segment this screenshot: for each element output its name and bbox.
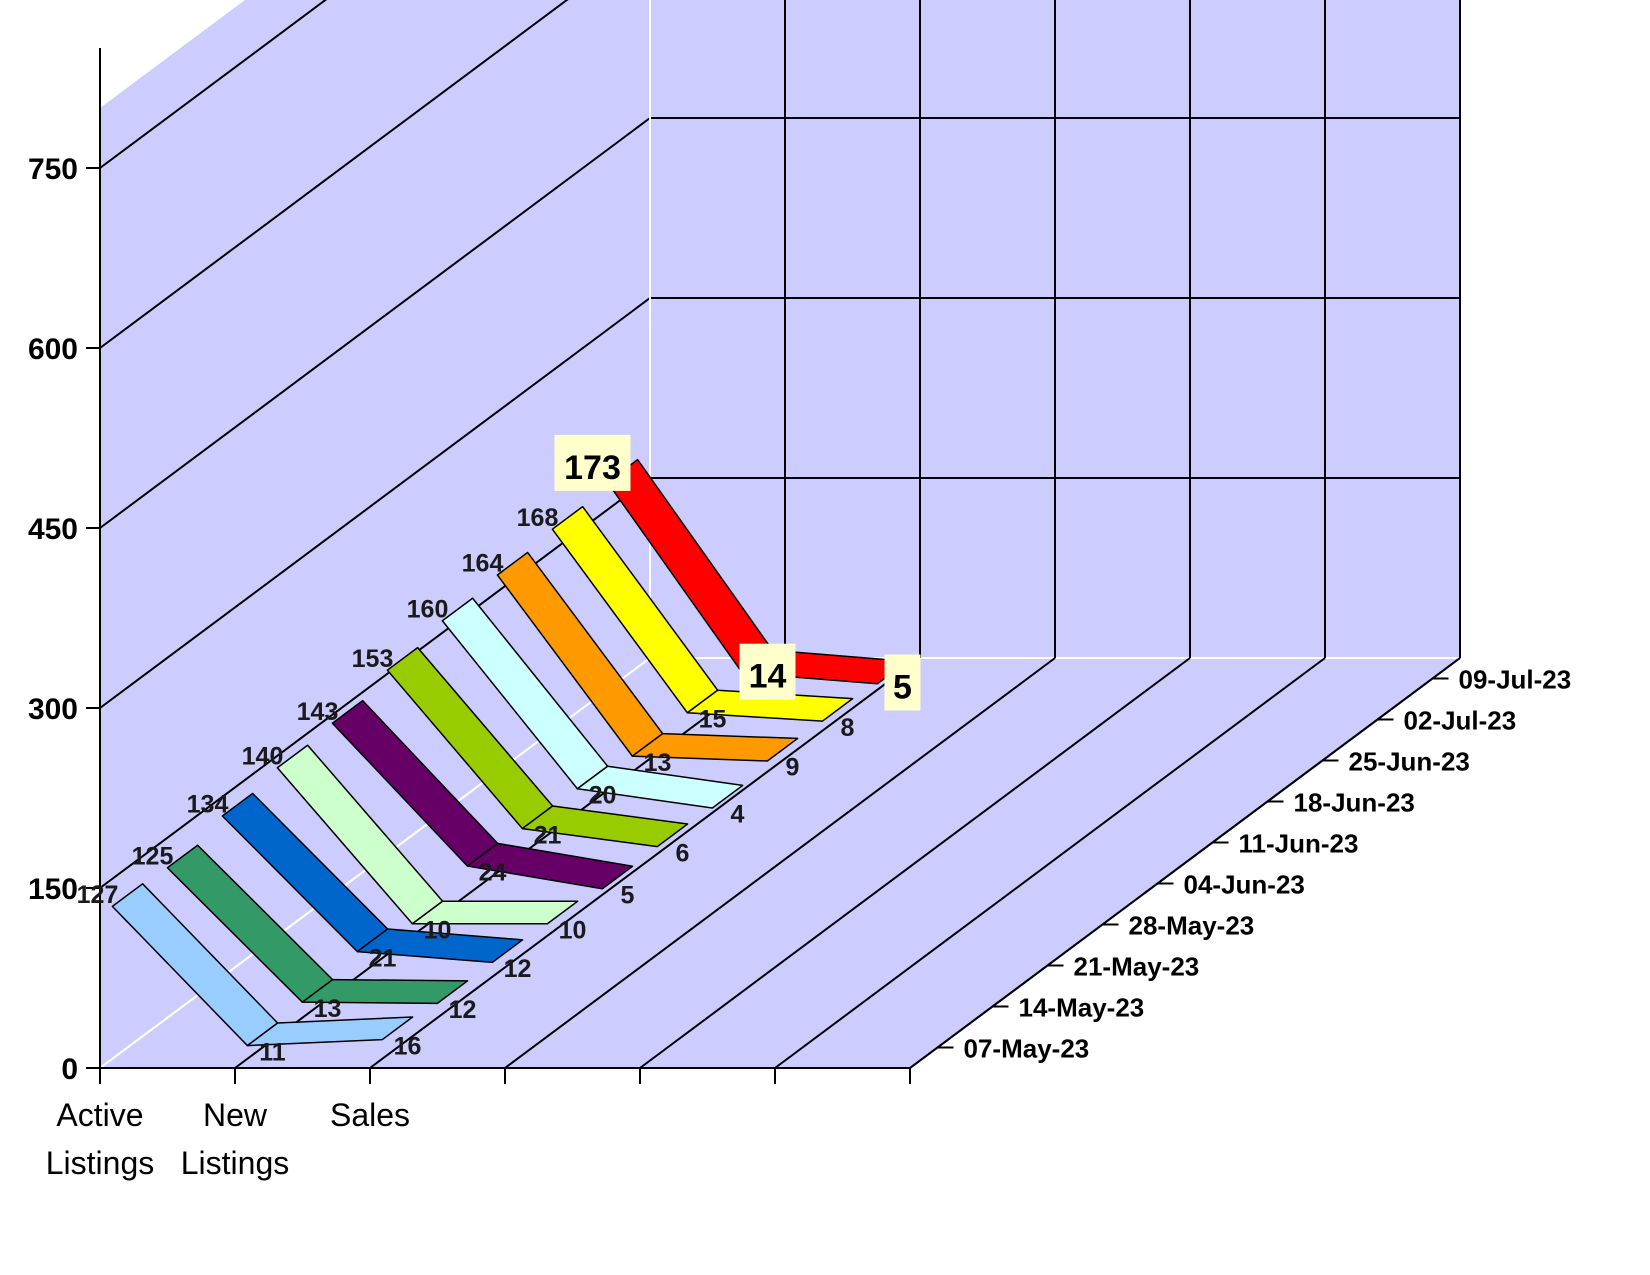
category-label: Sales — [330, 1097, 410, 1133]
data-label: 168 — [517, 504, 559, 532]
data-label: 6 — [676, 839, 690, 867]
data-label: 16 — [394, 1032, 422, 1060]
depth-axis-line — [909, 657, 1461, 1069]
data-label: 164 — [462, 550, 504, 578]
data-label: 153 — [352, 645, 394, 673]
chart-series — [111, 458, 909, 1047]
floor-gridline — [774, 657, 1326, 1069]
floor-gridline — [639, 657, 1191, 1069]
left-wall — [100, 0, 650, 1068]
data-label: 15 — [699, 706, 727, 734]
data-label: 4 — [731, 801, 745, 829]
data-label: 13 — [644, 749, 672, 777]
series-segment — [411, 900, 579, 925]
data-label-box — [739, 643, 796, 700]
floor-gridline — [369, 657, 921, 1069]
series-segment — [246, 1016, 414, 1047]
data-label: 24 — [479, 859, 507, 887]
depth-tick-label: 25-Jun-23 — [1349, 747, 1470, 777]
value-tick-label: 750 — [28, 153, 78, 186]
data-label: 134 — [187, 791, 229, 819]
data-label-box — [554, 434, 631, 491]
value-tick-label: 600 — [28, 333, 78, 366]
data-label: 12 — [449, 996, 477, 1024]
series-segment — [466, 842, 634, 890]
data-label: 160 — [407, 596, 449, 624]
data-label-box — [884, 654, 921, 711]
depth-tick-label: 11-Jun-23 — [1239, 829, 1359, 859]
depth-tick-label: 09-Jul-23 — [1459, 665, 1572, 695]
value-gridline — [99, 0, 569, 349]
depth-tick-label: 28-May-23 — [1129, 911, 1255, 941]
data-label: 127 — [77, 881, 119, 909]
value-tick-label: 0 — [61, 1053, 78, 1086]
series-segment — [686, 689, 854, 722]
series-segment — [576, 765, 744, 809]
series-segment — [521, 805, 689, 848]
value-tick-label: 150 — [28, 873, 78, 906]
data-label: 173 — [564, 449, 621, 487]
data-label: 13 — [314, 995, 342, 1023]
data-label: 21 — [534, 821, 562, 849]
data-label: 10 — [424, 917, 452, 945]
value-tick-label: 300 — [28, 693, 78, 726]
data-label: 20 — [589, 782, 617, 810]
value-tick-label: 450 — [28, 513, 78, 546]
data-label: 10 — [559, 917, 587, 945]
data-label: 5 — [893, 669, 912, 707]
data-label: 143 — [297, 698, 339, 726]
data-label: 125 — [132, 843, 174, 871]
series-segment — [301, 978, 469, 1005]
chart-walls — [100, 0, 1460, 1068]
depth-tick-label: 21-May-23 — [1074, 952, 1200, 982]
category-label: New Listings — [181, 1097, 290, 1181]
value-gridline — [99, 0, 328, 169]
depth-tick-label: 04-Jun-23 — [1184, 870, 1305, 900]
category-label: Active Listings — [46, 1097, 155, 1181]
data-label: 8 — [841, 714, 855, 742]
chart-axes: 0 150 300 450 600 750 Active Listings New Listing… — [28, 48, 1571, 1181]
data-label: 21 — [369, 944, 397, 972]
series-segment — [631, 732, 799, 762]
series-segment — [356, 928, 524, 964]
depth-tick-label: 18-Jun-23 — [1294, 788, 1415, 818]
depth-tick-label: 02-Jul-23 — [1404, 706, 1517, 736]
data-label: 5 — [621, 882, 635, 910]
data-label: 140 — [242, 743, 284, 771]
floor-gridline — [504, 657, 1056, 1069]
data-label: 14 — [749, 658, 787, 696]
data-label: 12 — [504, 955, 532, 983]
depth-tick-label: 07-May-23 — [964, 1034, 1090, 1064]
depth-tick-label: 14-May-23 — [1019, 993, 1145, 1023]
data-label: 9 — [786, 754, 800, 782]
data-label: 11 — [259, 1038, 286, 1066]
